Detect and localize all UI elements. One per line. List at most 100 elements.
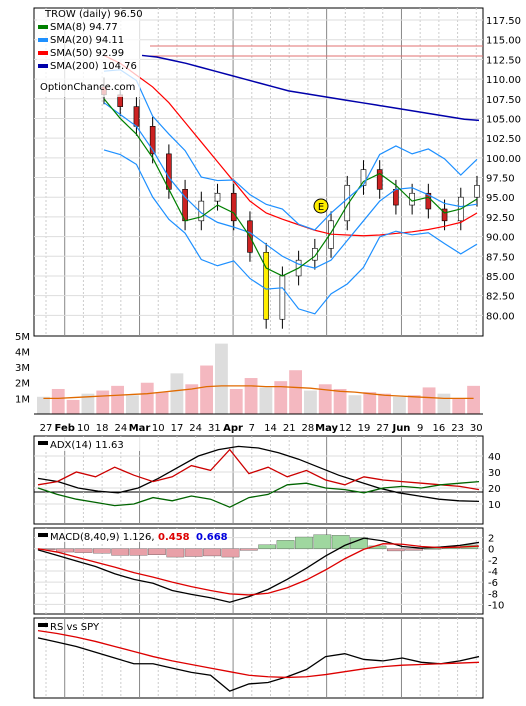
candle-body [182,189,188,222]
candle-body [149,126,156,155]
price-tick-label: 102.50 [486,134,521,145]
candle-body [166,153,172,190]
series-line-rs [37,637,480,692]
date-tick-label: 18 [96,423,109,434]
price-tick-label: 92.50 [486,213,515,224]
price-tick-label: 100.00 [486,154,521,165]
volume-bar [289,370,302,414]
date-tick-label: 10 [152,423,165,434]
date-tick-label: 27 [376,423,389,434]
series-line-di [37,448,480,491]
price-tick-label: 105.00 [486,114,521,125]
price-tick-label: 90.00 [486,233,515,244]
legend-swatch [38,64,48,68]
candle-body [214,192,221,202]
macd-histogram-bar [56,548,74,553]
indicator-tick-label: 10 [488,500,501,511]
macd-histogram-bar [405,548,424,551]
macd-histogram-bar [111,548,130,556]
candle-body [344,185,351,222]
macd-hist-value: 0.668 [196,532,228,543]
price-tick-label: 82.50 [486,292,515,303]
price-y-ticks: 117.50 115.00 112.50 110.00 107.50 105.00 102.… [486,16,521,322]
candle-body [230,192,237,222]
volume-bar [200,365,213,414]
lower-band-line [103,149,478,315]
candle-body [312,248,318,261]
legend-swatch [38,38,48,42]
indicator-tick-label: 0 [488,545,494,556]
candle-body [474,185,480,198]
price-tick-label: 117.50 [486,16,521,27]
date-tick-label: 16 [433,423,446,434]
legend-label: SMA(8) 94.77 [50,22,118,33]
indicator-tick-label: 2 [488,534,494,545]
legend-swatch [38,25,48,29]
date-tick-label: May [315,423,338,434]
legend-label: SMA(20) 94.11 [50,35,124,46]
macd-histogram-bar [203,548,221,557]
volume-bar [111,385,124,414]
series-line-adx [37,445,480,503]
series-line-sma50 [103,54,478,237]
rs-panel: RS vs SPY [33,617,484,699]
volume-bar [140,382,154,414]
volume-tick-label: 4M [15,347,30,358]
volume-bar [126,395,139,414]
macd-histogram-bar [221,548,240,558]
candle-body [376,169,383,190]
price-tick-label: 112.50 [486,55,521,66]
price-tick-label: 97.50 [486,174,515,185]
macd-histogram-bar [239,548,258,551]
date-tick-label: 14 [264,423,277,434]
volume-bar [51,388,65,414]
chart-title: TROW (daily) 96.50 [44,9,143,20]
macd-histogram-bar [74,548,93,553]
date-tick-label: 9 [417,423,423,434]
candle-body [133,106,140,127]
volume-bar [422,387,436,414]
macd-histogram [37,534,479,558]
indicator-tick-label: -4 [488,567,498,578]
volume-bar [259,387,273,414]
candle-body [441,208,448,222]
volume-bar [467,385,480,414]
date-axis: 27 Feb 10 18 24 Mar 10 17 24 31 Apr 7 14 21 28 May 12 19 2… [40,423,483,434]
date-tick-label: 30 [470,423,483,434]
volume-bar [170,373,184,414]
price-panel: 117.50 115.00 112.50 110.00 107.50 105.00 102.… [33,7,521,337]
date-tick-label: 12 [339,423,352,434]
macd-panel: 20-2-4-6-8-10 MACD(8,40,9) 1.126, 0.458 … [33,527,504,615]
macd-histogram-bar [148,548,166,555]
macd-histogram-bar [92,548,111,554]
volume-bar [363,392,377,414]
volume-bar [407,395,421,414]
adx-panel: 40 30 20 10 ADX(14) 11.63 [33,435,501,525]
series-line-sma20 [103,102,478,269]
candle-body [393,189,399,206]
indicator-tick-label: 20 [488,484,501,495]
legend-label: SMA(200) 104.76 [50,61,137,72]
adx-y-ticks: 40 30 20 10 [488,452,501,511]
date-tick-label: 19 [358,423,371,434]
price-series [103,54,480,315]
series-line-sma200 [141,54,480,122]
macd-histogram-bar [295,536,313,549]
macd-histogram-bar [331,535,350,549]
legend-label: SMA(50) 92.99 [50,48,124,59]
macd-histogram-bar [313,534,332,549]
volume-bar [81,393,95,414]
series-line-di [37,480,480,508]
macd-histogram-bar [184,548,203,557]
volume-bar [155,392,169,414]
series-line-sma8 [103,98,478,277]
macd-histogram-bar [386,548,405,552]
macd-histogram-bar [276,540,295,549]
volume-bar [274,381,288,414]
date-tick-label: 7 [249,423,255,434]
date-tick-label: 10 [77,423,90,434]
volume-tick-label: 5M [15,332,30,343]
volume-bar [96,390,110,414]
date-tick-label: 17 [171,423,184,434]
